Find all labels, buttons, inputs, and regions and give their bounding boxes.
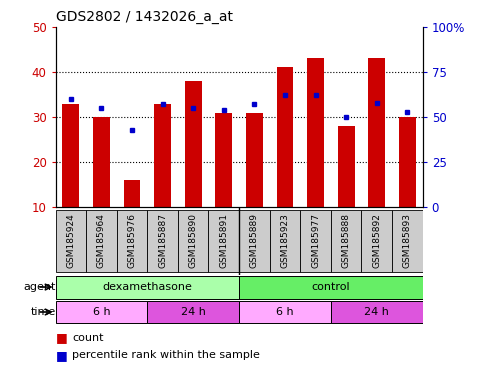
Text: GSM185889: GSM185889: [250, 214, 259, 268]
Text: count: count: [72, 333, 104, 343]
Text: GSM185923: GSM185923: [281, 214, 289, 268]
Bar: [154, 104, 171, 207]
Bar: [392, 210, 423, 272]
Text: GSM185892: GSM185892: [372, 214, 381, 268]
Text: ■: ■: [56, 331, 67, 344]
Text: dexamethasone: dexamethasone: [102, 282, 192, 292]
Bar: [93, 117, 110, 207]
Text: agent: agent: [23, 282, 56, 292]
Bar: [209, 210, 239, 272]
Text: GSM185890: GSM185890: [189, 214, 198, 268]
Text: time: time: [30, 307, 56, 317]
Bar: [331, 210, 361, 272]
Text: control: control: [312, 282, 350, 292]
Bar: [270, 210, 300, 272]
Text: ■: ■: [56, 349, 67, 362]
Bar: [399, 117, 416, 207]
Text: GSM185964: GSM185964: [97, 214, 106, 268]
Text: GSM185887: GSM185887: [158, 214, 167, 268]
Text: GSM185977: GSM185977: [311, 214, 320, 268]
Text: 6 h: 6 h: [93, 307, 110, 317]
Text: GDS2802 / 1432026_a_at: GDS2802 / 1432026_a_at: [56, 10, 232, 25]
Text: 24 h: 24 h: [364, 307, 389, 317]
Bar: [147, 210, 178, 272]
Text: 24 h: 24 h: [181, 307, 206, 317]
Bar: [178, 210, 209, 272]
Bar: [246, 113, 263, 207]
Bar: [239, 276, 423, 298]
Bar: [300, 210, 331, 272]
Text: 6 h: 6 h: [276, 307, 294, 317]
Bar: [86, 210, 117, 272]
Bar: [369, 58, 385, 207]
Bar: [117, 210, 147, 272]
Text: GSM185976: GSM185976: [128, 214, 137, 268]
Bar: [56, 276, 239, 298]
Bar: [338, 126, 355, 207]
Bar: [56, 210, 86, 272]
Text: percentile rank within the sample: percentile rank within the sample: [72, 350, 260, 360]
Bar: [215, 113, 232, 207]
Bar: [239, 301, 331, 323]
Text: GSM185924: GSM185924: [66, 214, 75, 268]
Bar: [147, 301, 239, 323]
Text: GSM185891: GSM185891: [219, 214, 228, 268]
Text: GSM185893: GSM185893: [403, 214, 412, 268]
Bar: [124, 180, 141, 207]
Bar: [307, 58, 324, 207]
Bar: [62, 104, 79, 207]
Bar: [185, 81, 201, 207]
Bar: [56, 301, 147, 323]
Bar: [361, 210, 392, 272]
Text: GSM185888: GSM185888: [341, 214, 351, 268]
Bar: [331, 301, 423, 323]
Bar: [277, 68, 293, 207]
Bar: [239, 210, 270, 272]
